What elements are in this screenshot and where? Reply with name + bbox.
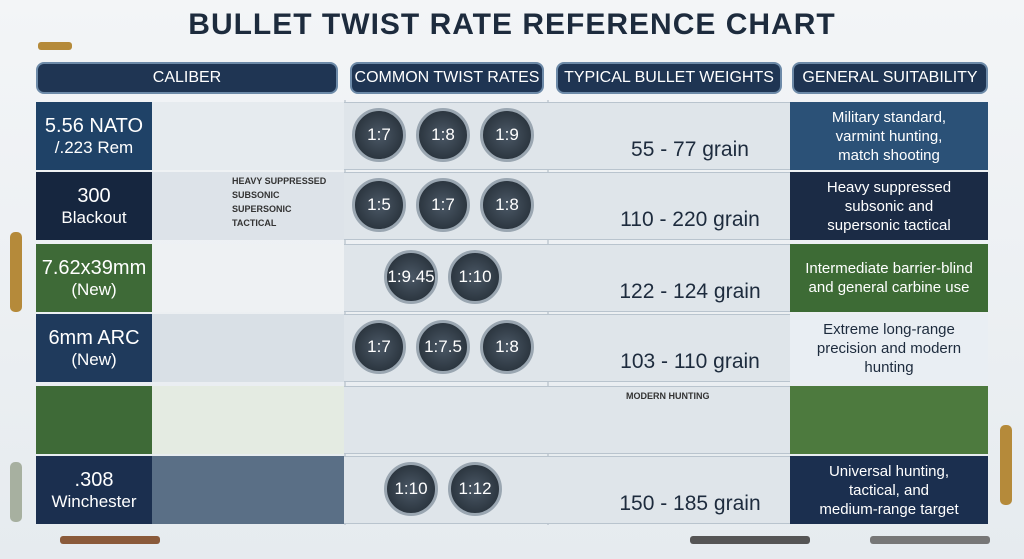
caliber-cell: 6mm ARC (New) xyxy=(36,314,152,382)
twist-rate: 1:10 xyxy=(384,462,438,516)
suitability-text: supersonic tactical xyxy=(827,216,951,234)
suitability-text: match shooting xyxy=(838,146,940,164)
illustration xyxy=(152,102,344,170)
annotation: SUBSONIC xyxy=(232,190,280,200)
twist-rate: 1:7.5 xyxy=(416,320,470,374)
twist-rate: 1:10 xyxy=(448,250,502,304)
caliber-name: (New) xyxy=(71,279,117,299)
suitability-text: Heavy suppressed xyxy=(826,178,952,196)
suitability-cell: Extreme long-range precision and modern hu… xyxy=(790,314,988,382)
column-header: COMMON TWIST RATES xyxy=(350,62,544,94)
suitability-cell xyxy=(790,386,988,454)
caliber-name: (New) xyxy=(71,349,117,369)
suitability-text: medium-range target xyxy=(819,500,959,518)
illustration xyxy=(152,314,344,382)
annotation: MODERN HUNTING xyxy=(626,391,710,401)
column-header: TYPICAL BULLET WEIGHTS xyxy=(556,62,782,94)
caliber-name: /.223 Rem xyxy=(54,137,134,157)
caliber-name: 5.56 NATO xyxy=(44,114,144,137)
twist-rate: 1:7 xyxy=(352,108,406,162)
suitability-text: Universal hunting, xyxy=(828,462,950,480)
suitability-cell: Intermediate barrier-blind and general ca… xyxy=(790,244,988,312)
bullet-weight: 55 - 77 grain xyxy=(631,138,749,161)
column-header: CALIBER xyxy=(36,62,338,94)
suitability-text: Extreme long-range xyxy=(823,320,955,338)
twist-rate: 1:8 xyxy=(480,320,534,374)
bullet-weight: 150 - 185 grain xyxy=(619,492,761,515)
title: BULLET TWIST RATE REFERENCE CHART xyxy=(188,8,836,41)
annotation: HEAVY SUPPRESSED xyxy=(232,176,327,186)
illustration xyxy=(152,456,344,524)
bullet-weight: 103 - 110 grain xyxy=(620,350,760,373)
column-header: GENERAL SUITABILITY xyxy=(792,62,988,94)
annotation: SUPERSONIC xyxy=(232,204,292,214)
bullet-weight: 110 - 220 grain xyxy=(620,208,760,231)
bullet-weight: 122 - 124 grain xyxy=(619,280,761,303)
illustration xyxy=(152,172,344,240)
caliber-name: Winchester xyxy=(51,491,137,511)
caliber-name: 6mm ARC xyxy=(48,326,140,349)
twist-rate: 1:9 xyxy=(480,108,534,162)
suitability-text: varmint hunting, xyxy=(835,127,943,145)
suitability-text: subsonic and xyxy=(844,197,934,215)
caliber-cell: 7.62x39mm (New) xyxy=(36,244,152,312)
suitability-cell: Heavy suppressed subsonic and supersonic t… xyxy=(790,172,988,240)
annotation: TACTICAL xyxy=(232,218,277,228)
illustration xyxy=(152,244,344,312)
caliber-name: 300 xyxy=(77,184,111,207)
caliber-name: 7.62x39mm xyxy=(41,256,147,279)
suitability-cell: Universal hunting, tactical, and medium-ra… xyxy=(790,456,988,524)
suitability-cell: Military standard, varmint hunting, match … xyxy=(790,102,988,170)
caliber-cell: .308 Winchester xyxy=(36,456,152,524)
twist-rate: 1:5 xyxy=(352,178,406,232)
caliber-cell xyxy=(36,386,152,454)
suitability-text: tactical, and xyxy=(848,481,930,499)
twist-rate: 1:8 xyxy=(480,178,534,232)
caliber-name: .308 xyxy=(74,468,114,491)
caliber-cell: 5.56 NATO/.223 Rem xyxy=(36,102,152,170)
suitability-text: Intermediate barrier-blind xyxy=(805,260,973,277)
twist-rate: 1:12 xyxy=(448,462,502,516)
suitability-text: and general carbine use xyxy=(808,279,970,296)
suitability-text: hunting xyxy=(864,358,914,376)
twist-rate: 1:7 xyxy=(416,178,470,232)
suitability-text: Military standard, xyxy=(831,108,947,126)
twist-rate: 1:9.45 xyxy=(384,250,438,304)
twist-rate: 1:7 xyxy=(352,320,406,374)
twist-rate: 1:8 xyxy=(416,108,470,162)
caliber-cell: 300 Blackout xyxy=(36,172,152,240)
caliber-name: Blackout xyxy=(61,207,127,227)
suitability-text: precision and modern xyxy=(816,339,962,357)
illustration xyxy=(152,386,344,454)
